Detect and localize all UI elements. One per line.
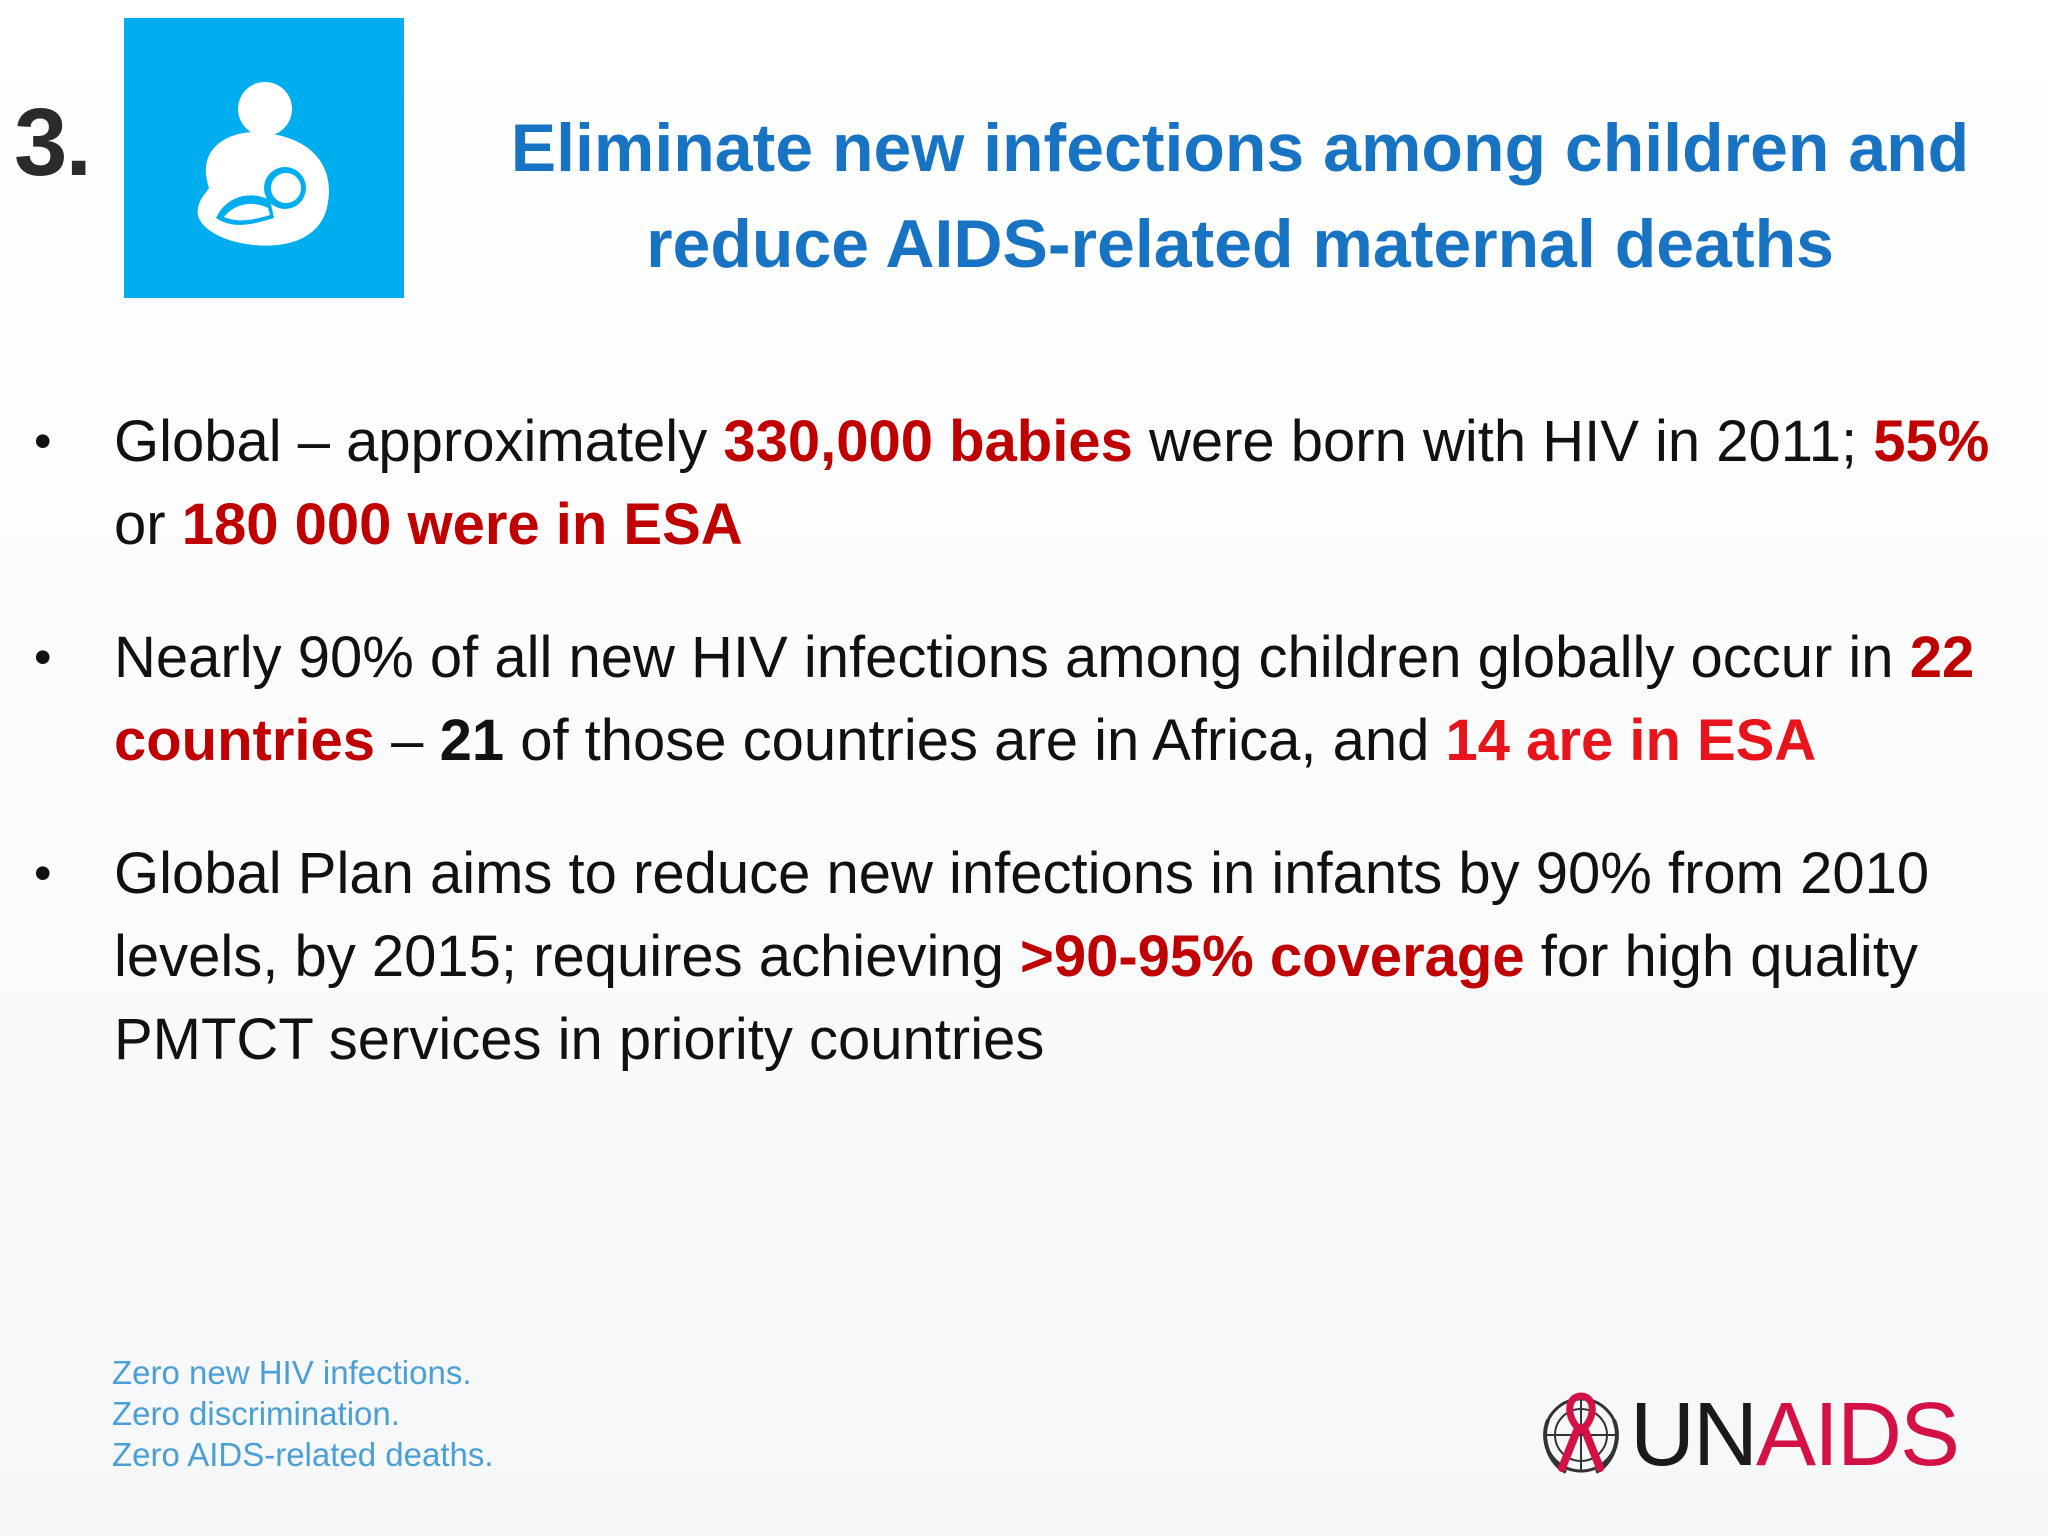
bullet-1-highlight-percent: 55% [1873, 409, 1990, 474]
unaids-logo: UNAIDS [1536, 1382, 1960, 1492]
bullet-item-1: • Global – approximately 330,000 babies … [30, 400, 2030, 566]
bullet-2-text-b: – [375, 708, 440, 773]
slide-title: Eliminate new infections among children … [440, 100, 2040, 292]
tagline: Zero new HIV infections. Zero discrimina… [112, 1352, 494, 1475]
title-line-2: reduce AIDS-related maternal deaths [646, 206, 1834, 282]
bullet-dot-icon: • [34, 845, 52, 901]
bullet-2-bold-21: 21 [439, 708, 505, 773]
bullet-1-highlight-babies: 330,000 babies [723, 409, 1133, 474]
un-emblem-red-ribbon-icon [1543, 1392, 1619, 1474]
bullet-3-text-a: Global Plan aims to reduce new infection… [114, 841, 1930, 989]
logo-aids-text: AIDS [1756, 1385, 1960, 1485]
tagline-line-2: Zero discrimination. [112, 1395, 400, 1432]
bullet-3-highlight-coverage: >90-95% coverage [1019, 924, 1525, 989]
logo-wordmark: UNAIDS [1630, 1382, 1960, 1488]
bullet-dot-icon: • [34, 413, 52, 469]
bullet-list: • Global – approximately 330,000 babies … [30, 400, 2030, 1131]
bullet-1-text-b: were born with HIV in 2011; [1132, 409, 1874, 474]
mother-breastfeeding-icon [124, 18, 404, 298]
bullet-2-text-c: of those countries are in Africa, and [504, 708, 1446, 773]
tagline-line-3: Zero AIDS-related deaths. [112, 1436, 494, 1473]
bullet-item-2: • Nearly 90% of all new HIV infections a… [30, 616, 2030, 782]
bullet-2-highlight-esa: 14 are in ESA [1445, 708, 1817, 773]
bullet-item-3: • Global Plan aims to reduce new infecti… [30, 832, 2030, 1081]
bullet-1-text-a: Global – approximately [114, 409, 724, 474]
tagline-line-1: Zero new HIV infections. [112, 1354, 472, 1391]
logo-un-text: UN [1630, 1385, 1758, 1485]
bullet-1-text-c: or [114, 492, 182, 557]
bullet-2-highlight-countries: 22 countries [114, 625, 1975, 773]
bullet-2-text-a: Nearly 90% of all new HIV infections amo… [114, 625, 1910, 690]
slide-number: 3. [14, 89, 92, 196]
title-line-1: Eliminate new infections among children … [510, 110, 1970, 186]
bullet-3-text-b: for high quality PMTCT services in prior… [114, 924, 1918, 1072]
bullet-dot-icon: • [34, 629, 52, 685]
bullet-1-highlight-esa: 180 000 were in ESA [181, 492, 743, 557]
